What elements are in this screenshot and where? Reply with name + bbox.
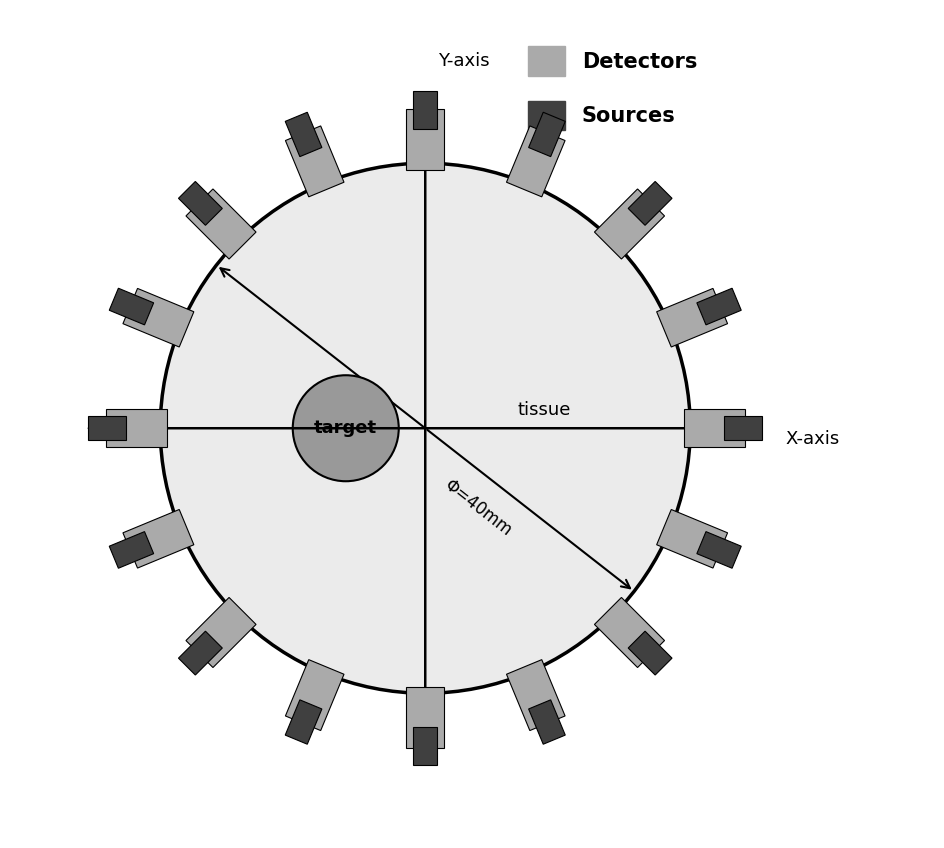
Polygon shape — [594, 598, 664, 667]
Polygon shape — [88, 416, 126, 440]
Text: Φ=40mm: Φ=40mm — [440, 476, 514, 539]
Text: tissue: tissue — [517, 401, 571, 419]
Polygon shape — [696, 532, 740, 568]
Polygon shape — [110, 532, 154, 568]
Polygon shape — [123, 288, 194, 347]
Circle shape — [160, 163, 689, 694]
Polygon shape — [406, 687, 444, 748]
Polygon shape — [656, 510, 727, 568]
Polygon shape — [723, 416, 762, 440]
Text: X-axis: X-axis — [784, 430, 839, 448]
Polygon shape — [178, 181, 222, 226]
Polygon shape — [696, 288, 740, 325]
Polygon shape — [285, 660, 344, 731]
Text: Y-axis: Y-axis — [438, 53, 490, 70]
Polygon shape — [683, 410, 744, 448]
Polygon shape — [656, 288, 727, 347]
Polygon shape — [506, 660, 565, 731]
Polygon shape — [285, 112, 322, 157]
Polygon shape — [285, 700, 322, 745]
Polygon shape — [413, 727, 437, 765]
Polygon shape — [506, 126, 565, 197]
Polygon shape — [123, 510, 194, 568]
Polygon shape — [110, 288, 154, 325]
Polygon shape — [106, 410, 167, 448]
Polygon shape — [186, 598, 256, 667]
Polygon shape — [594, 189, 664, 259]
Polygon shape — [285, 126, 344, 197]
Polygon shape — [186, 189, 256, 259]
Polygon shape — [628, 181, 671, 226]
Text: target: target — [313, 419, 377, 438]
Legend: Detectors, Sources: Detectors, Sources — [517, 36, 707, 141]
Polygon shape — [528, 700, 565, 745]
Polygon shape — [406, 109, 444, 170]
Polygon shape — [413, 92, 437, 130]
Polygon shape — [178, 631, 222, 675]
Polygon shape — [628, 631, 671, 675]
Circle shape — [293, 375, 398, 482]
Polygon shape — [528, 112, 565, 157]
